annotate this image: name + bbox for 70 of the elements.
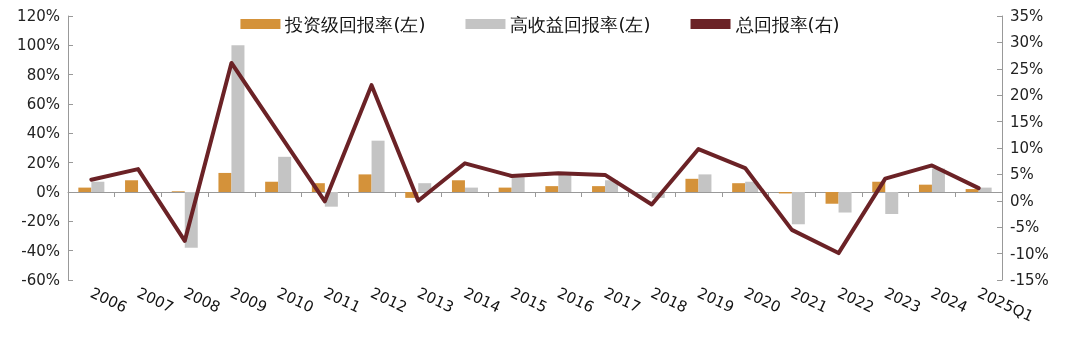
bar [918, 184, 932, 192]
legend-label: 投资级回报率(左) [284, 13, 426, 35]
bar [825, 192, 839, 204]
x-tick-label: 2017 [601, 283, 644, 317]
bar [885, 192, 899, 214]
bar [125, 180, 139, 192]
x-tick-label: 2021 [788, 283, 831, 317]
bar [791, 192, 805, 225]
y2-tick-label: 25% [1010, 59, 1044, 78]
y-tick-label: 80% [26, 65, 60, 84]
bar [838, 192, 852, 213]
x-tick-label: 2022 [834, 283, 877, 317]
line-series [89, 60, 981, 256]
y-tick-label: 100% [17, 36, 60, 55]
y-tick-label: 120% [17, 7, 60, 25]
bar [371, 140, 385, 192]
bar [278, 156, 292, 192]
x-tick-label: 2010 [274, 283, 317, 317]
x-tick-label: 2011 [321, 283, 364, 317]
legend-label: 总回报率(右) [734, 13, 840, 35]
x-tick-label: 2013 [414, 283, 457, 317]
bar [511, 177, 525, 192]
y2-tick-label: 10% [1010, 139, 1044, 157]
bar [732, 183, 746, 192]
x-tick-label: 2024 [928, 283, 971, 317]
y-tick-label: 0% [36, 183, 60, 201]
x-tick-label: 2006 [87, 283, 130, 317]
bar [218, 172, 232, 192]
y2-tick-label: -5% [1010, 218, 1040, 237]
bar [358, 174, 372, 192]
y2-tick-label: 20% [1010, 86, 1044, 105]
x-tick-label: 2023 [881, 283, 924, 317]
x-tick-label: 2009 [227, 283, 270, 317]
y2-tick-label: 5% [1010, 165, 1034, 184]
bar [451, 180, 465, 192]
legend-label: 高收益回报率(左) [510, 13, 651, 35]
bar [592, 186, 606, 192]
bar [965, 189, 979, 192]
y2-tick-label: -15% [1010, 271, 1049, 289]
bar [78, 187, 92, 192]
x-tick-label: 2016 [554, 283, 597, 317]
bar [498, 187, 512, 192]
y2-tick-label: 35% [1010, 7, 1044, 25]
y2-tick-label: 15% [1010, 112, 1044, 131]
y-tick-label: -20% [21, 212, 60, 231]
bar [265, 181, 279, 192]
bar [558, 174, 572, 192]
y-tick-label: -40% [21, 241, 60, 260]
y-tick-label: 60% [26, 95, 60, 113]
x-tick-label: 2007 [134, 283, 177, 317]
y2-tick-label: 30% [1010, 33, 1044, 52]
bar [685, 178, 699, 192]
y2-tick-label: -10% [1010, 244, 1049, 263]
x-tick-label: 2012 [367, 283, 410, 317]
x-tick-label: 2015 [507, 283, 551, 317]
x-tick-label: 2018 [647, 283, 691, 317]
y2-tick-label: 0% [1010, 191, 1034, 210]
bar [464, 187, 478, 192]
bar [545, 186, 559, 192]
x-tick-label: 2019 [694, 283, 737, 317]
x-tick-label: 2008 [180, 283, 224, 317]
y-tick-label: 40% [26, 124, 60, 143]
bar [698, 174, 712, 192]
bar [418, 183, 432, 192]
x-tick-label: 2014 [461, 283, 504, 317]
x-tick-label: 2020 [741, 283, 784, 317]
bar [91, 181, 105, 192]
y-tick-label: 20% [26, 153, 60, 172]
y-tick-label: -60% [21, 271, 60, 289]
bar [231, 45, 245, 192]
